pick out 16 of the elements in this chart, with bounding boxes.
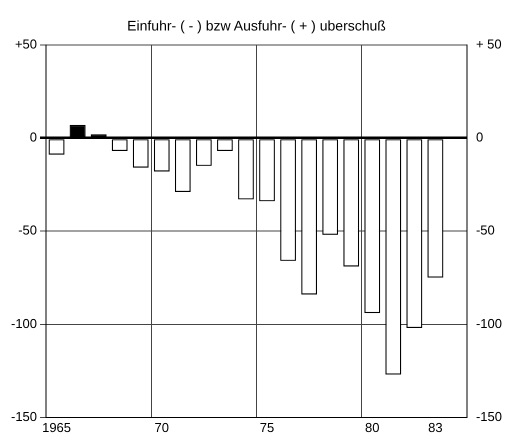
y-tick-label: -100 (10, 316, 38, 331)
y2-tick-label: 0 (476, 130, 484, 145)
y2-tick-label: -50 (476, 222, 495, 238)
x-tick-label: 80 (365, 420, 380, 435)
x-tick-label: 75 (260, 420, 274, 435)
y2-tick-label: -150 (476, 408, 502, 424)
chart-title: Einfuhr- ( - ) bzw Ausfuhr- ( + ) uberschuß (127, 17, 386, 34)
y2-tick-label: + 50 (476, 36, 502, 52)
x-tick-label: 70 (154, 420, 170, 435)
y2-tick-label: -100 (476, 316, 502, 331)
x-tick-label: 83 (428, 420, 443, 435)
x-tick-label: 1965 (42, 420, 72, 435)
y-tick-label: 0 (30, 130, 38, 145)
y-tick-label: +50 (14, 36, 38, 52)
y-tick-label: -50 (18, 222, 38, 238)
y-tick-label: -150 (10, 408, 38, 424)
